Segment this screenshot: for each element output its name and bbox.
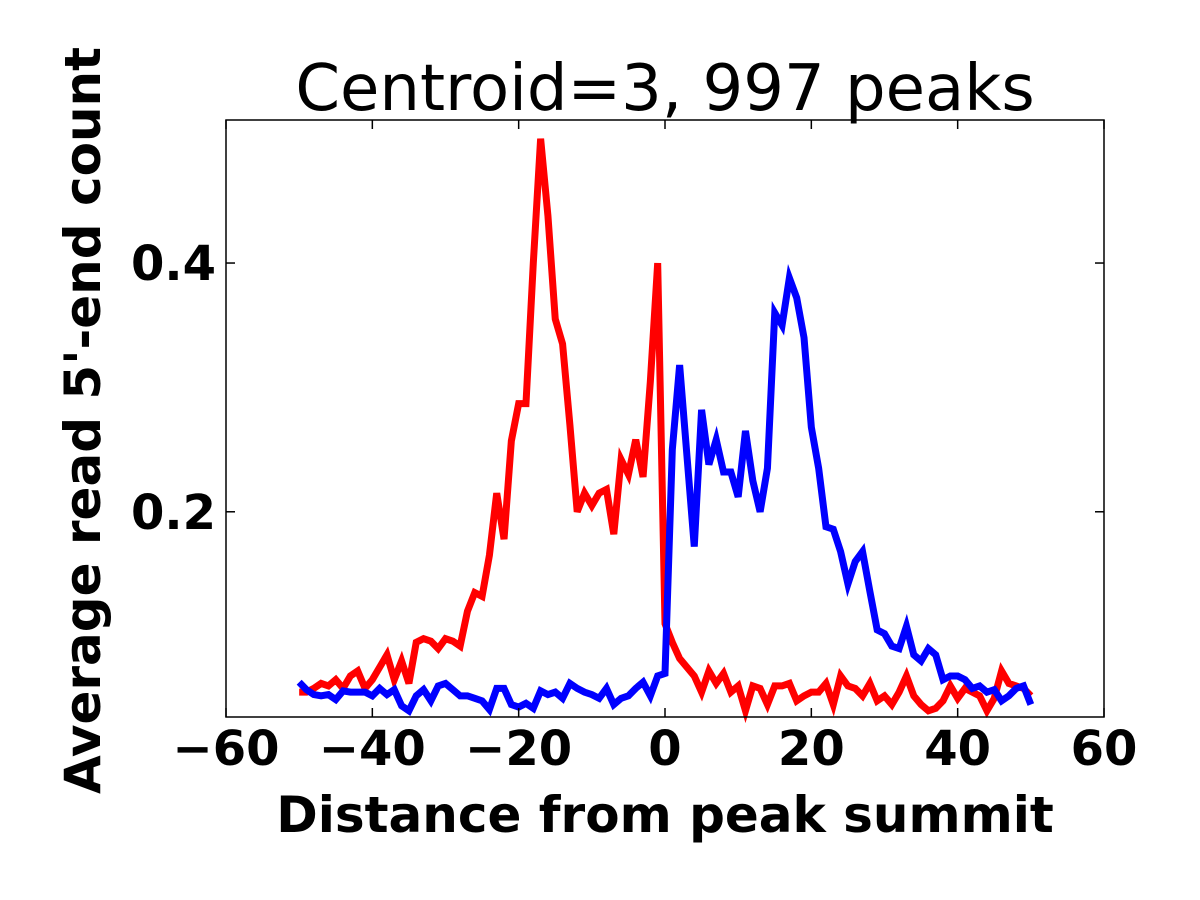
- chart-title: Centroid=3, 997 peaks: [295, 52, 1034, 126]
- x-tick-label: −40: [319, 721, 426, 777]
- x-tick-label: 60: [1071, 721, 1138, 777]
- x-tick-label: −20: [465, 721, 572, 777]
- x-tick-label: 40: [924, 721, 991, 777]
- x-tick-label: −60: [172, 721, 279, 777]
- series-line-2: [296, 264, 1035, 717]
- x-tick-label: 0: [648, 721, 681, 777]
- x-tick-label: 20: [778, 721, 845, 777]
- y-axis-label: Average read 5'-end count: [54, 47, 112, 794]
- x-axis-label: Distance from peak summit: [276, 786, 1054, 844]
- ticks-layer: −60 −40 −20 0 20 40 60 0.2 0.4: [131, 120, 1137, 777]
- y-tick-label: 0.2: [131, 485, 216, 541]
- y-tick-label: 0.4: [131, 236, 216, 292]
- series-layer: [296, 138, 1035, 724]
